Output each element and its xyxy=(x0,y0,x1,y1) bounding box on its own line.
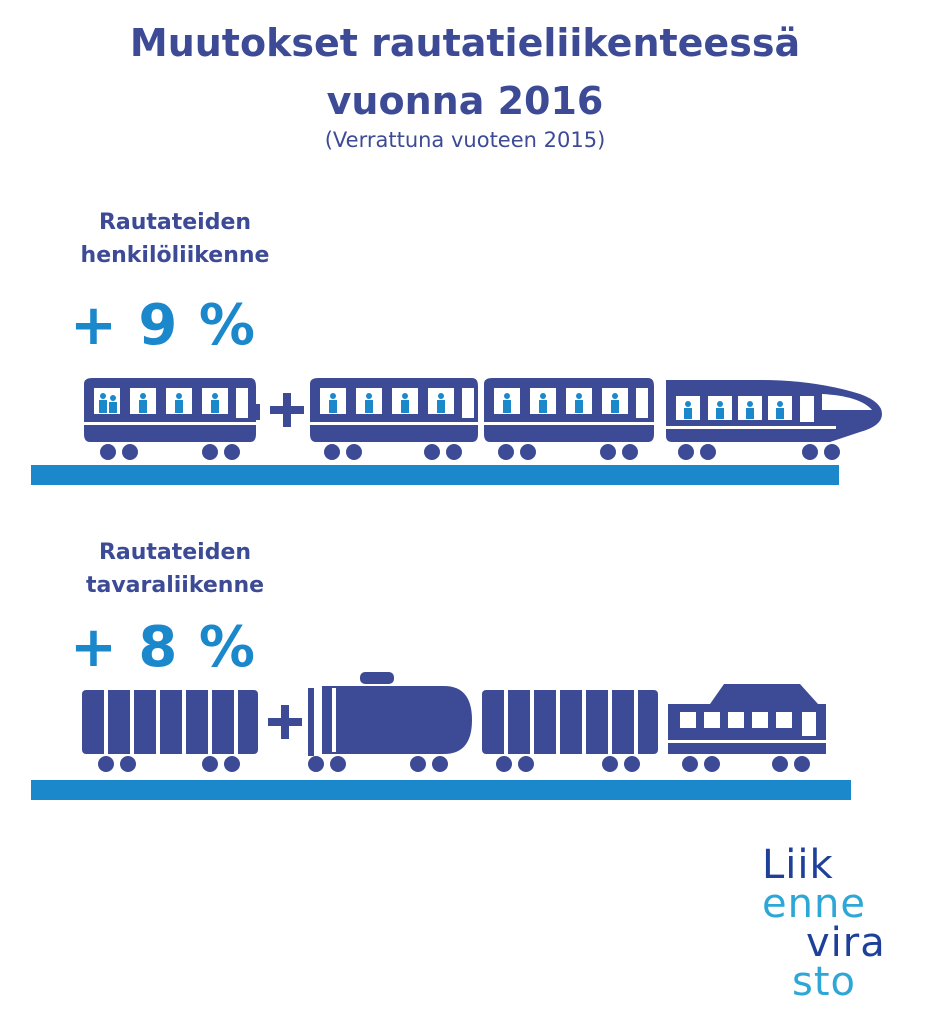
logo-line-1: Liik xyxy=(762,842,834,888)
logo-line-3: vira xyxy=(806,920,886,966)
freight-label-line-1: Rautateiden xyxy=(98,540,252,565)
passenger-label-line-2: henkilöliikenne xyxy=(80,243,270,268)
liikennevirasto-logo: Liik enne vira sto xyxy=(762,842,886,1005)
logo-line-2: enne xyxy=(762,881,866,927)
freight-rail xyxy=(31,780,851,800)
subtitle: (Verrattuna vuoteen 2015) xyxy=(324,128,606,152)
passenger-label-line-1: Rautateiden xyxy=(98,210,252,235)
passenger-train-icon xyxy=(84,378,882,460)
freight-label-line-2: tavaraliikenne xyxy=(85,573,265,598)
logo-line-4: sto xyxy=(792,959,856,1005)
freight-change: + 8 % xyxy=(70,615,256,680)
passenger-rail xyxy=(31,465,839,485)
passenger-change: + 9 % xyxy=(70,293,256,358)
freight-label: Rautateiden tavaraliikenne xyxy=(60,536,290,602)
title-line-2: vuonna 2016 xyxy=(326,79,604,123)
page-title: Muutokset rautatieliikenteessä vuonna 20… xyxy=(0,14,930,130)
title-line-1: Muutokset rautatieliikenteessä xyxy=(129,21,801,65)
freight-train-icon xyxy=(82,672,826,772)
passenger-label: Rautateiden henkilöliikenne xyxy=(60,206,290,272)
